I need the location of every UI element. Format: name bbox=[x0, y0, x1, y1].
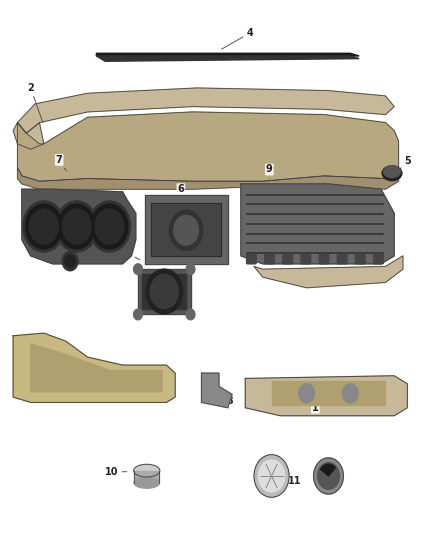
Circle shape bbox=[62, 252, 78, 271]
Circle shape bbox=[318, 463, 339, 489]
Text: 6: 6 bbox=[177, 184, 184, 197]
Text: 12: 12 bbox=[118, 247, 140, 260]
Circle shape bbox=[134, 264, 142, 274]
Circle shape bbox=[186, 309, 195, 320]
Polygon shape bbox=[18, 168, 399, 189]
Polygon shape bbox=[13, 123, 44, 149]
Ellipse shape bbox=[134, 478, 159, 488]
FancyBboxPatch shape bbox=[265, 254, 274, 264]
Circle shape bbox=[150, 274, 178, 309]
Circle shape bbox=[56, 201, 98, 252]
Polygon shape bbox=[201, 373, 232, 408]
Circle shape bbox=[146, 269, 183, 314]
Text: 14: 14 bbox=[53, 373, 66, 386]
Polygon shape bbox=[18, 88, 394, 133]
Circle shape bbox=[23, 201, 65, 252]
Circle shape bbox=[29, 209, 58, 244]
Circle shape bbox=[62, 209, 91, 244]
Circle shape bbox=[258, 460, 285, 492]
Circle shape bbox=[65, 255, 75, 268]
Polygon shape bbox=[138, 269, 191, 314]
Polygon shape bbox=[254, 256, 403, 288]
FancyBboxPatch shape bbox=[374, 254, 383, 264]
Polygon shape bbox=[96, 53, 359, 56]
Bar bbox=[134, 471, 159, 483]
Text: 2: 2 bbox=[27, 83, 43, 123]
Polygon shape bbox=[22, 189, 136, 264]
FancyBboxPatch shape bbox=[319, 254, 329, 264]
Polygon shape bbox=[151, 203, 221, 256]
Circle shape bbox=[170, 210, 203, 251]
Circle shape bbox=[174, 215, 198, 245]
Polygon shape bbox=[13, 333, 175, 402]
Circle shape bbox=[134, 309, 142, 320]
Text: 4: 4 bbox=[221, 28, 253, 49]
Text: 11: 11 bbox=[288, 477, 301, 486]
Circle shape bbox=[343, 384, 358, 403]
Circle shape bbox=[95, 209, 124, 244]
FancyBboxPatch shape bbox=[247, 254, 256, 264]
Polygon shape bbox=[241, 184, 394, 264]
Polygon shape bbox=[272, 381, 385, 405]
Circle shape bbox=[299, 384, 314, 403]
Circle shape bbox=[25, 204, 62, 249]
Polygon shape bbox=[18, 112, 399, 181]
Circle shape bbox=[254, 455, 289, 497]
Polygon shape bbox=[145, 195, 228, 264]
Text: 1: 1 bbox=[300, 399, 319, 413]
Circle shape bbox=[88, 201, 131, 252]
Polygon shape bbox=[96, 56, 359, 61]
Circle shape bbox=[314, 458, 343, 494]
Text: 5: 5 bbox=[400, 156, 411, 168]
Polygon shape bbox=[245, 376, 407, 416]
Ellipse shape bbox=[382, 166, 402, 181]
FancyBboxPatch shape bbox=[283, 254, 293, 264]
FancyBboxPatch shape bbox=[301, 254, 311, 264]
FancyBboxPatch shape bbox=[356, 254, 365, 264]
Polygon shape bbox=[31, 344, 162, 392]
Text: 9: 9 bbox=[266, 165, 273, 179]
Text: 3: 3 bbox=[223, 394, 233, 406]
Polygon shape bbox=[321, 464, 336, 476]
Circle shape bbox=[58, 204, 95, 249]
Circle shape bbox=[91, 204, 128, 249]
Text: 10: 10 bbox=[105, 467, 127, 477]
Text: 8: 8 bbox=[379, 202, 389, 216]
Ellipse shape bbox=[384, 166, 400, 177]
Ellipse shape bbox=[134, 465, 159, 477]
FancyBboxPatch shape bbox=[337, 254, 347, 264]
Polygon shape bbox=[142, 274, 186, 309]
Circle shape bbox=[186, 264, 195, 274]
Text: 7: 7 bbox=[56, 155, 67, 171]
